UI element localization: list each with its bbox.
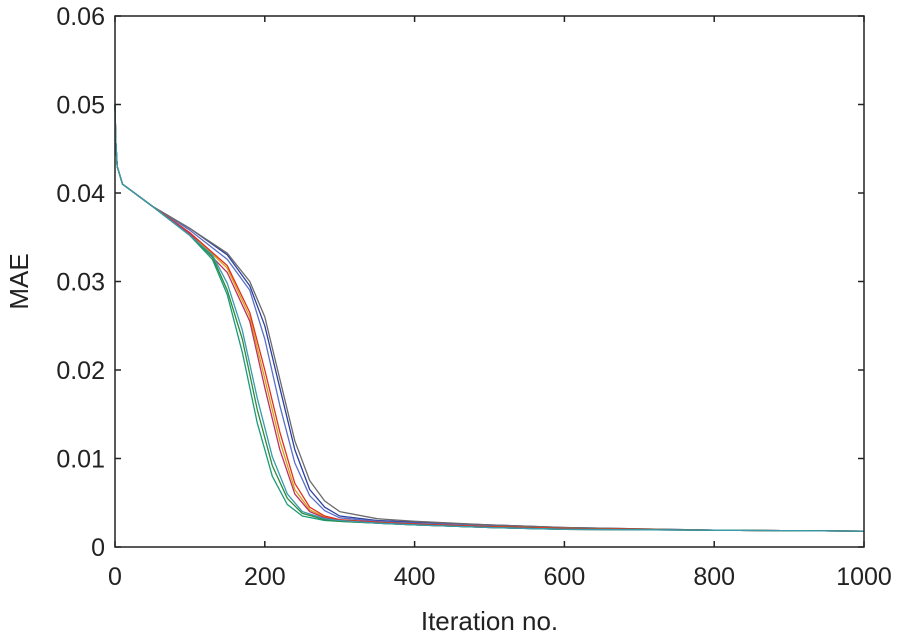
series-line-7 <box>114 104 865 532</box>
y-tick-label: 0 <box>91 534 105 562</box>
y-tick-label: 0.03 <box>56 269 105 297</box>
x-tick-label: 1000 <box>836 563 892 591</box>
series-line-2 <box>114 104 865 532</box>
y-axis-label: MAE <box>4 253 34 309</box>
plot-area-frame <box>114 15 865 548</box>
x-axis-label: Iteration no. <box>421 606 558 636</box>
series-line-5 <box>114 104 865 532</box>
series-line-4 <box>114 104 865 532</box>
series-line-1 <box>114 104 865 532</box>
tick-layer: 0 200 400 600 800 1000 0 0.01 0.02 0.03 0.04 0.05 0.… <box>56 3 891 591</box>
series-layer <box>114 104 865 532</box>
series-line-6 <box>114 104 865 532</box>
y-tick-label: 0.05 <box>56 92 105 120</box>
y-tick-label: 0.04 <box>56 180 105 208</box>
x-tick-label: 0 <box>108 563 122 591</box>
series-line-9 <box>114 104 865 532</box>
y-tick-label: 0.02 <box>56 357 105 385</box>
x-tick-label: 800 <box>693 563 735 591</box>
y-tick-label: 0.06 <box>56 3 105 31</box>
y-tick-label: 0.01 <box>56 446 105 474</box>
x-tick-label: 200 <box>244 563 286 591</box>
series-line-3 <box>114 104 865 532</box>
x-tick-label: 400 <box>394 563 436 591</box>
series-line-8 <box>114 104 865 532</box>
x-tick-label: 600 <box>544 563 586 591</box>
